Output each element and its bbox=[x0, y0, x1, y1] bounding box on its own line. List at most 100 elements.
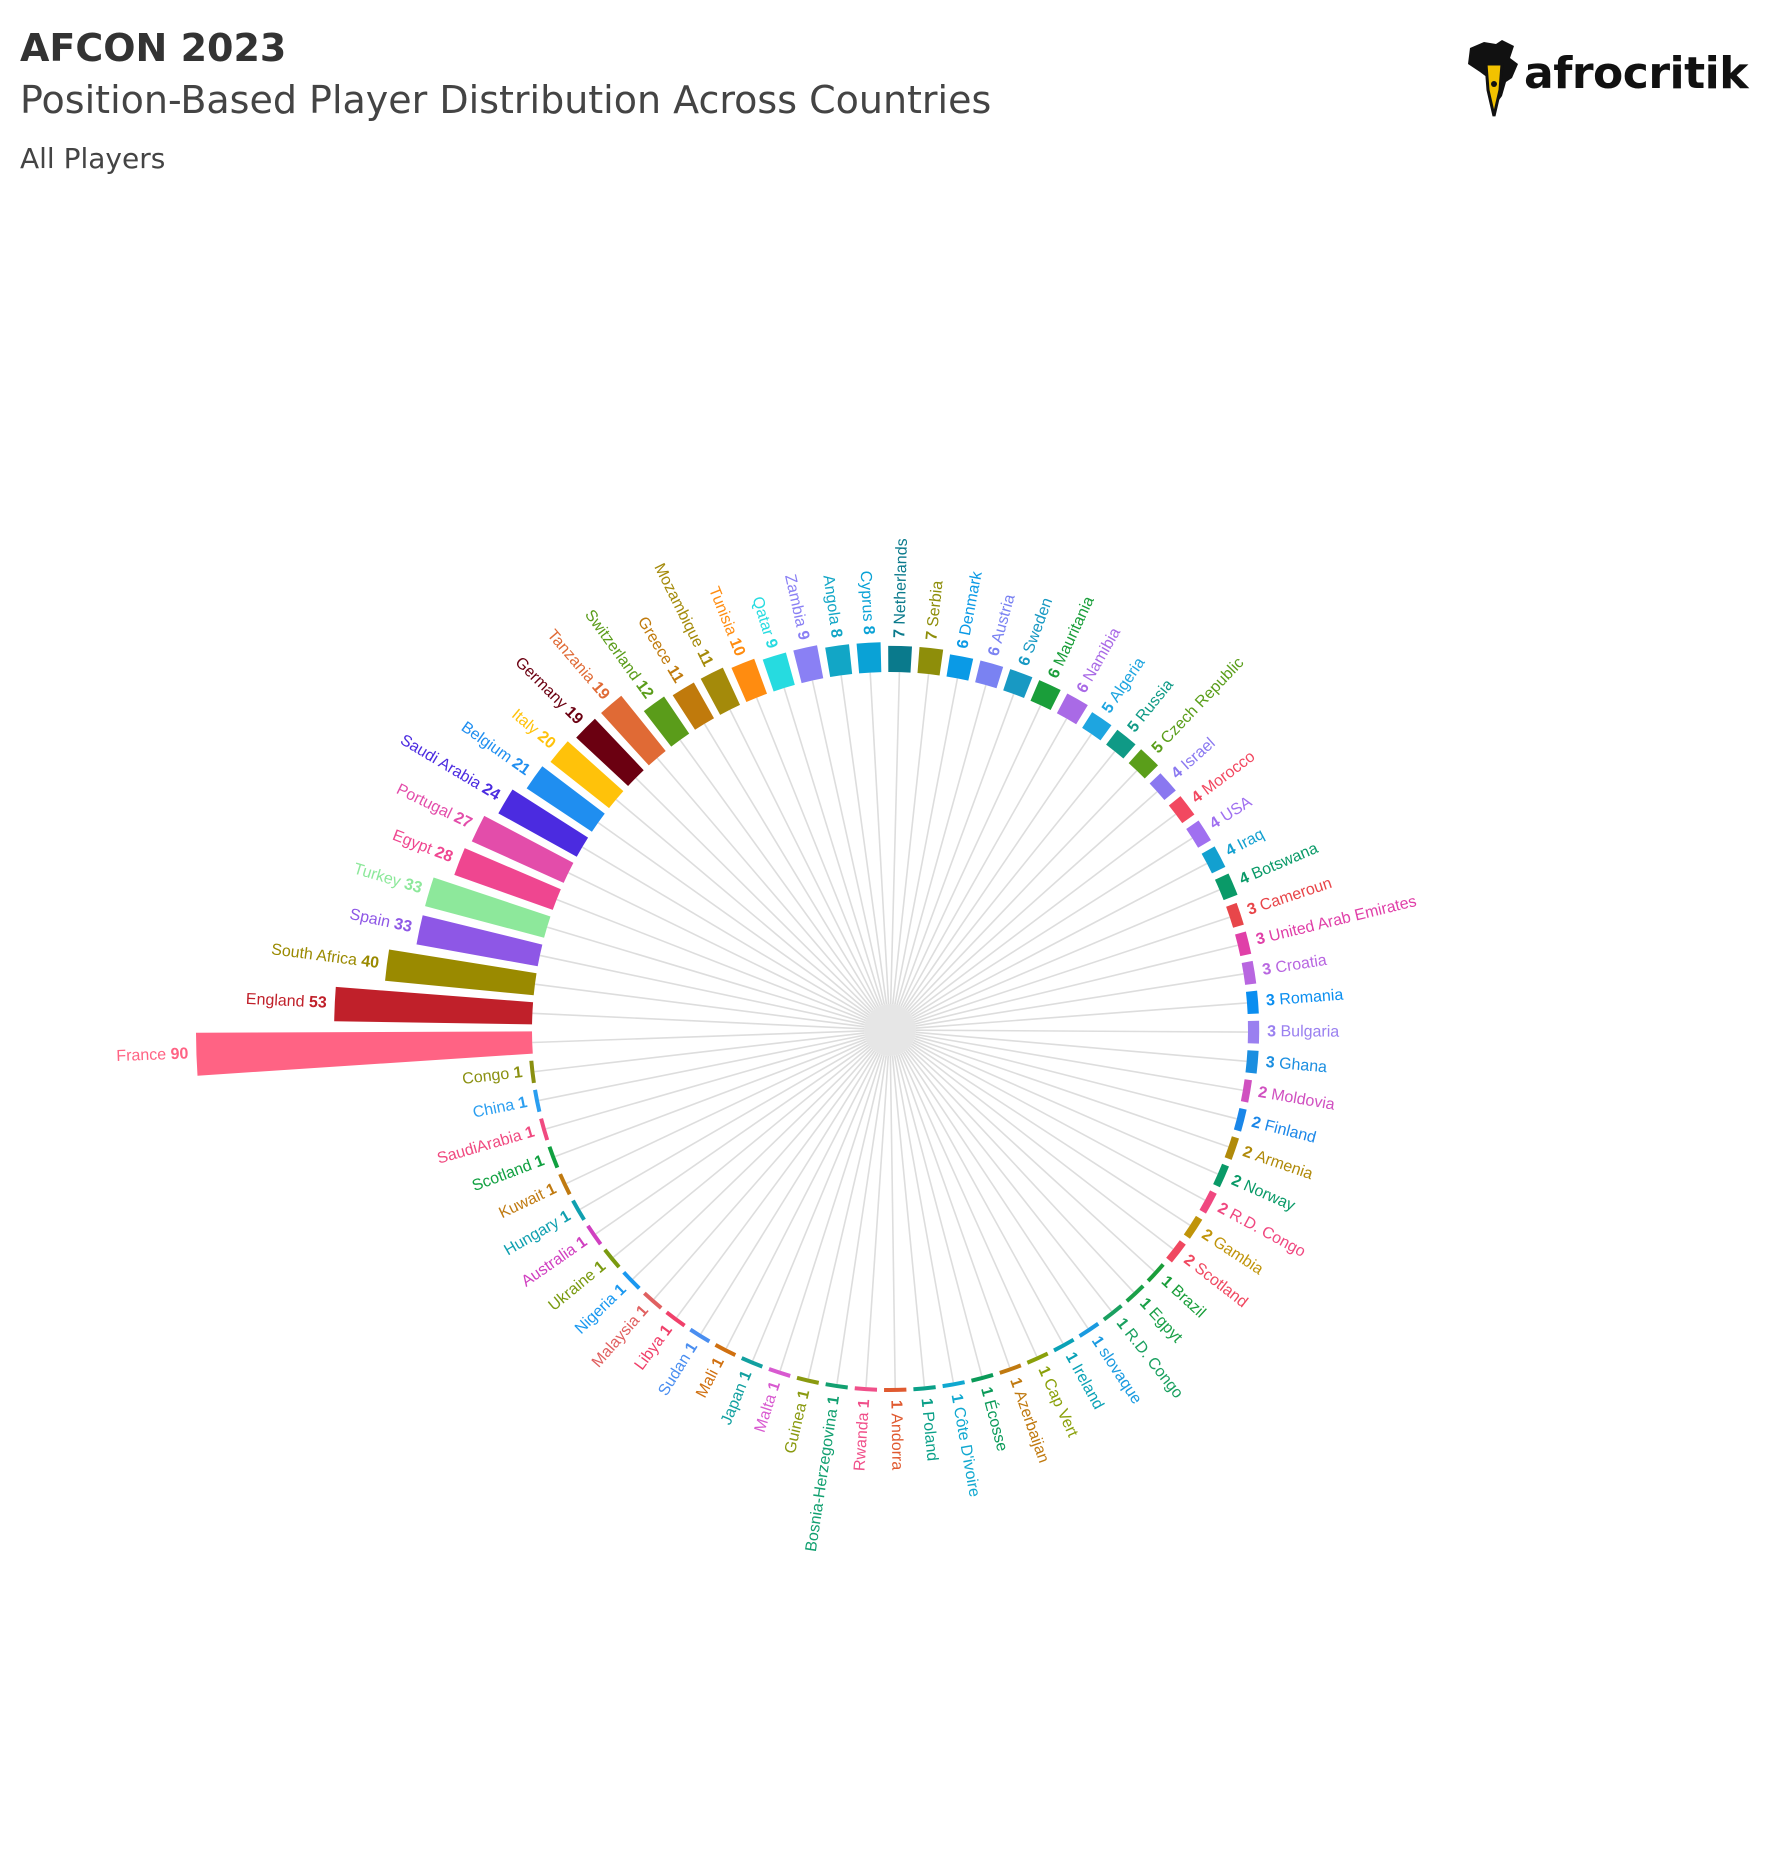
bar[interactable] bbox=[1128, 749, 1159, 779]
bar-label: 1 Poland bbox=[917, 1397, 940, 1462]
grid-spoke bbox=[889, 672, 901, 1005]
value-label: 1 bbox=[1034, 1364, 1055, 1383]
bar[interactable] bbox=[1168, 796, 1195, 824]
grid-spoke bbox=[612, 1045, 871, 1258]
bar[interactable] bbox=[1146, 1263, 1165, 1283]
bar[interactable] bbox=[762, 652, 795, 692]
bar[interactable] bbox=[689, 1327, 711, 1344]
bar[interactable] bbox=[917, 647, 944, 676]
bar[interactable] bbox=[1026, 1351, 1049, 1365]
bar[interactable] bbox=[1106, 729, 1136, 759]
bar[interactable] bbox=[471, 815, 574, 883]
value-label: 2 bbox=[1240, 1144, 1258, 1164]
grid-spoke bbox=[892, 673, 930, 1005]
bar[interactable] bbox=[740, 1356, 764, 1369]
category-label: Tunisia bbox=[705, 584, 741, 642]
bar[interactable] bbox=[586, 1224, 603, 1246]
bar[interactable] bbox=[1053, 1337, 1075, 1353]
bar[interactable] bbox=[1226, 902, 1244, 928]
bar[interactable] bbox=[1245, 990, 1259, 1015]
bar[interactable] bbox=[425, 877, 551, 938]
grid-spoke bbox=[905, 1049, 1113, 1312]
bar[interactable] bbox=[856, 642, 882, 674]
bar[interactable] bbox=[672, 682, 715, 730]
bar[interactable] bbox=[533, 1089, 542, 1113]
bar[interactable] bbox=[601, 695, 666, 766]
bar[interactable] bbox=[334, 986, 534, 1025]
bar[interactable] bbox=[529, 1060, 536, 1084]
value-label: 2 bbox=[1250, 1114, 1267, 1134]
bar[interactable] bbox=[768, 1367, 791, 1378]
bar[interactable] bbox=[825, 1382, 848, 1390]
grid-spoke bbox=[545, 1036, 866, 1130]
bar[interactable] bbox=[1233, 1108, 1247, 1132]
bar[interactable] bbox=[1056, 693, 1088, 725]
bar[interactable] bbox=[942, 1380, 966, 1389]
bar[interactable] bbox=[196, 1031, 533, 1076]
bar[interactable] bbox=[1082, 712, 1112, 741]
bar[interactable] bbox=[1247, 1020, 1260, 1044]
bar[interactable] bbox=[1240, 1079, 1252, 1103]
value-label: 27 bbox=[451, 809, 475, 832]
bar[interactable] bbox=[603, 1248, 621, 1269]
bar[interactable] bbox=[1183, 1215, 1203, 1239]
bar[interactable] bbox=[1241, 960, 1257, 985]
bar[interactable] bbox=[454, 848, 561, 910]
category-label: Ghana bbox=[1278, 1055, 1327, 1076]
bar[interactable] bbox=[571, 1199, 586, 1221]
bar[interactable] bbox=[1214, 873, 1238, 901]
bar[interactable] bbox=[558, 1173, 572, 1196]
bar[interactable] bbox=[1078, 1322, 1100, 1338]
bar[interactable] bbox=[1102, 1304, 1123, 1322]
bar[interactable] bbox=[1166, 1240, 1186, 1263]
grid-spoke bbox=[676, 1050, 876, 1318]
bar[interactable] bbox=[1245, 1050, 1259, 1074]
bar[interactable] bbox=[714, 1343, 737, 1357]
bar[interactable] bbox=[416, 915, 543, 967]
bar[interactable] bbox=[1199, 1190, 1217, 1214]
bar[interactable] bbox=[1030, 680, 1061, 711]
bar[interactable] bbox=[550, 741, 624, 809]
afrocritik-logo[interactable]: afrocritik bbox=[1462, 34, 1749, 124]
bar[interactable] bbox=[576, 718, 644, 786]
bar[interactable] bbox=[1125, 1284, 1145, 1303]
bar[interactable] bbox=[1213, 1163, 1230, 1188]
bar[interactable] bbox=[643, 696, 690, 747]
bar[interactable] bbox=[700, 667, 741, 715]
bar[interactable] bbox=[526, 766, 605, 832]
grid-spoke bbox=[915, 973, 1244, 1027]
bar-label: 6 Denmark bbox=[955, 569, 987, 650]
bar[interactable] bbox=[498, 789, 589, 857]
bar[interactable] bbox=[1003, 669, 1033, 699]
bar[interactable] bbox=[888, 645, 912, 673]
category-label: Guinea bbox=[782, 1397, 811, 1455]
bar[interactable] bbox=[731, 658, 768, 703]
bar[interactable] bbox=[622, 1270, 641, 1290]
bar[interactable] bbox=[1201, 846, 1226, 874]
bar-label: England 53 bbox=[245, 991, 327, 1012]
bar[interactable] bbox=[884, 1387, 907, 1393]
bar[interactable] bbox=[643, 1291, 663, 1310]
bar[interactable] bbox=[1235, 931, 1252, 957]
bar[interactable] bbox=[547, 1146, 560, 1169]
value-label: 1 bbox=[513, 1064, 524, 1082]
bar[interactable] bbox=[385, 949, 537, 996]
category-label: Greece bbox=[634, 614, 678, 671]
bar[interactable] bbox=[1224, 1136, 1240, 1160]
bar[interactable] bbox=[665, 1310, 686, 1328]
bar[interactable] bbox=[793, 645, 824, 684]
bar[interactable] bbox=[1186, 820, 1211, 848]
bar[interactable] bbox=[1149, 773, 1176, 801]
bar[interactable] bbox=[913, 1385, 936, 1392]
category-label: Namibia bbox=[1081, 625, 1125, 685]
bar[interactable] bbox=[539, 1118, 550, 1141]
bar[interactable] bbox=[999, 1363, 1022, 1375]
bar-label: 3 Croatia bbox=[1261, 952, 1328, 979]
value-label: 90 bbox=[170, 1046, 188, 1064]
bar[interactable] bbox=[946, 654, 974, 681]
bar[interactable] bbox=[825, 644, 853, 678]
bar[interactable] bbox=[975, 660, 1004, 689]
bar[interactable] bbox=[854, 1386, 878, 1392]
bar[interactable] bbox=[796, 1375, 820, 1385]
bar[interactable] bbox=[971, 1373, 994, 1383]
